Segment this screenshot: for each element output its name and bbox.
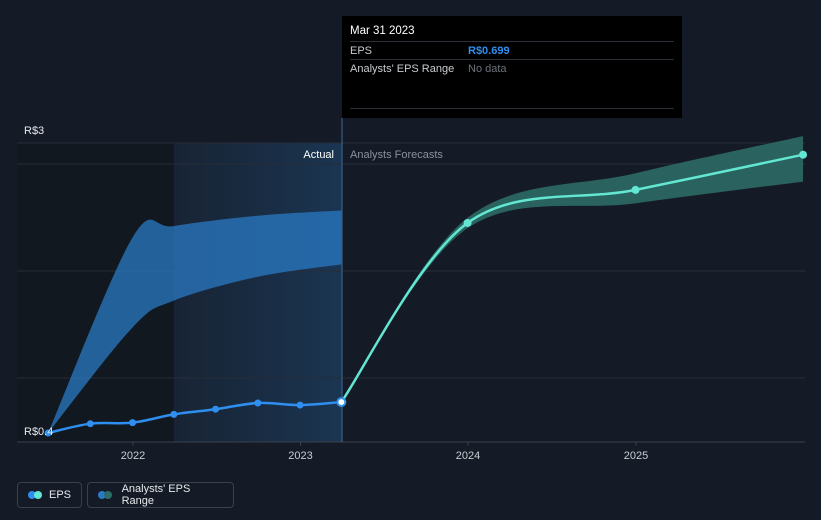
- tooltip-eps-label: EPS: [350, 44, 373, 57]
- x-tick-label: 2025: [624, 450, 648, 462]
- tooltip-range-row: Analysts' EPS Range No data: [350, 59, 674, 77]
- y-axis-bottom-label: R$0.4: [24, 426, 53, 438]
- tooltip-eps-value: R$0.699: [468, 44, 510, 57]
- tooltip: Mar 31 2023 EPS R$0.699 Analysts' EPS Ra…: [342, 16, 682, 118]
- eps-legend-swatch-icon: [28, 491, 42, 499]
- tooltip-eps-row: EPS R$0.699: [350, 41, 674, 59]
- legend-range-label: Analysts' EPS Range: [121, 483, 191, 507]
- y-axis-top-label: R$3: [24, 125, 44, 137]
- legend-eps-label: EPS: [48, 489, 71, 501]
- eps-actual-point: [44, 429, 52, 437]
- eps-forecast-line: [340, 153, 804, 403]
- eps-forecast-point: [631, 185, 640, 194]
- forecast-section-label: Analysts Forecasts: [350, 149, 443, 161]
- actual-section-label: Actual: [303, 149, 334, 161]
- past-forecast-band: [48, 210, 342, 433]
- legend-range[interactable]: Analysts' EPS Range: [87, 482, 234, 508]
- x-tick-label: 2022: [121, 450, 145, 462]
- tooltip-divider: [350, 108, 674, 109]
- eps-actual-point: [170, 410, 178, 418]
- eps-actual-point: [129, 419, 137, 427]
- tooltip-date: Mar 31 2023: [350, 25, 415, 37]
- forecast-range-band: [341, 136, 804, 403]
- range-legend-swatch-icon: [98, 491, 114, 499]
- eps-actual-point: [336, 397, 347, 408]
- x-tick-label: 2023: [288, 450, 312, 462]
- x-tick-label: 2024: [456, 450, 480, 462]
- eps-actual-point: [296, 401, 304, 409]
- eps-actual-point: [86, 420, 94, 428]
- legend-eps[interactable]: EPS: [17, 482, 82, 508]
- actual-region-highlight: [174, 143, 342, 442]
- eps-forecast-point: [799, 150, 808, 159]
- eps-forecast-point: [463, 218, 472, 227]
- eps-actual-point: [254, 399, 262, 407]
- tooltip-range-label: Analysts' EPS Range: [350, 62, 455, 75]
- eps-actual-point: [212, 405, 220, 413]
- eps-actual-line: [47, 400, 342, 435]
- grid-lines: [17, 118, 805, 443]
- tooltip-range-value: No data: [468, 62, 507, 75]
